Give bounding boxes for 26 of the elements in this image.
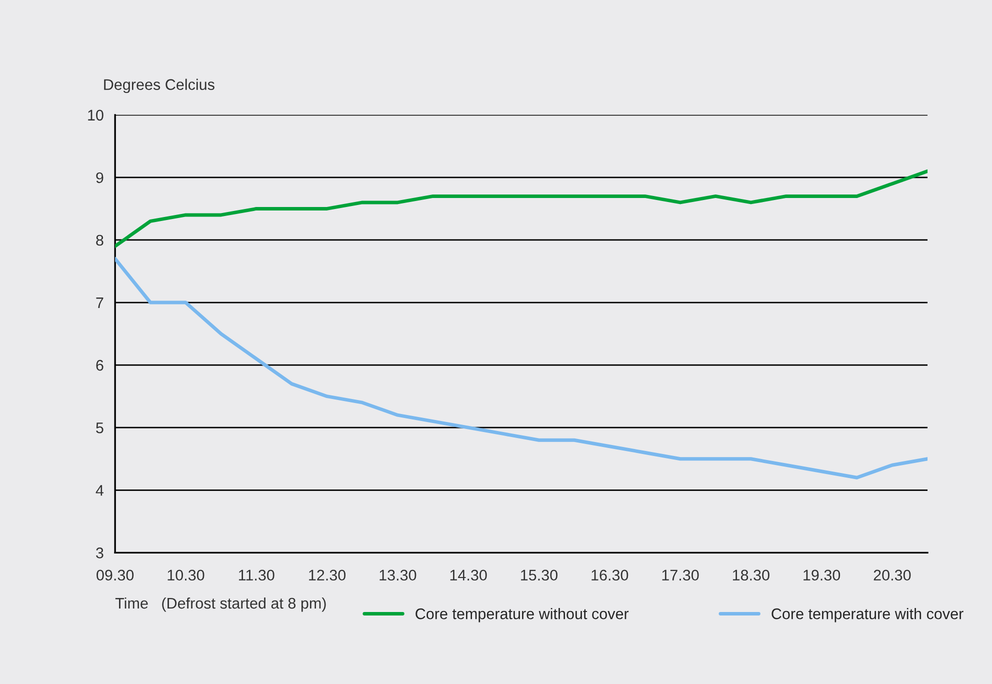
x-tick-label: 15.30 [521,570,558,581]
x-tick-label: 19.30 [804,570,840,581]
y-tick-label: 5 [96,422,104,434]
x-tick-label: 14.30 [450,570,487,581]
y-tick-label: 3 [96,548,104,558]
x-tick-label: 18.30 [732,570,770,581]
legend-label: Core temperature without cover [416,608,629,622]
line-series [115,169,928,248]
y-tick-label: 9 [96,172,104,184]
x-axis-title: Time (Defrost started at 8 pm) [115,597,326,612]
x-tick-label: 13.30 [380,570,416,581]
y-axis-title: Degrees Celcius [104,78,214,94]
legend-label: Core temperature with cover [772,608,964,622]
y-tick-label: 8 [96,234,104,246]
x-tick-label: 10.30 [168,570,204,581]
x-tick-label: 16.30 [592,570,628,581]
x-tick-label: 12.30 [309,570,346,581]
x-tick-label: 09.30 [96,570,134,581]
x-tick-label: 11.30 [238,570,274,581]
y-tick-label: 10 [88,110,104,121]
x-tick-label: 20.30 [874,570,911,581]
y-tick-label: 7 [96,298,104,308]
line-series [115,257,928,480]
y-tick-label: 6 [96,360,104,371]
y-tick-label: 4 [96,485,104,496]
x-tick-label: 17.30 [662,570,699,581]
